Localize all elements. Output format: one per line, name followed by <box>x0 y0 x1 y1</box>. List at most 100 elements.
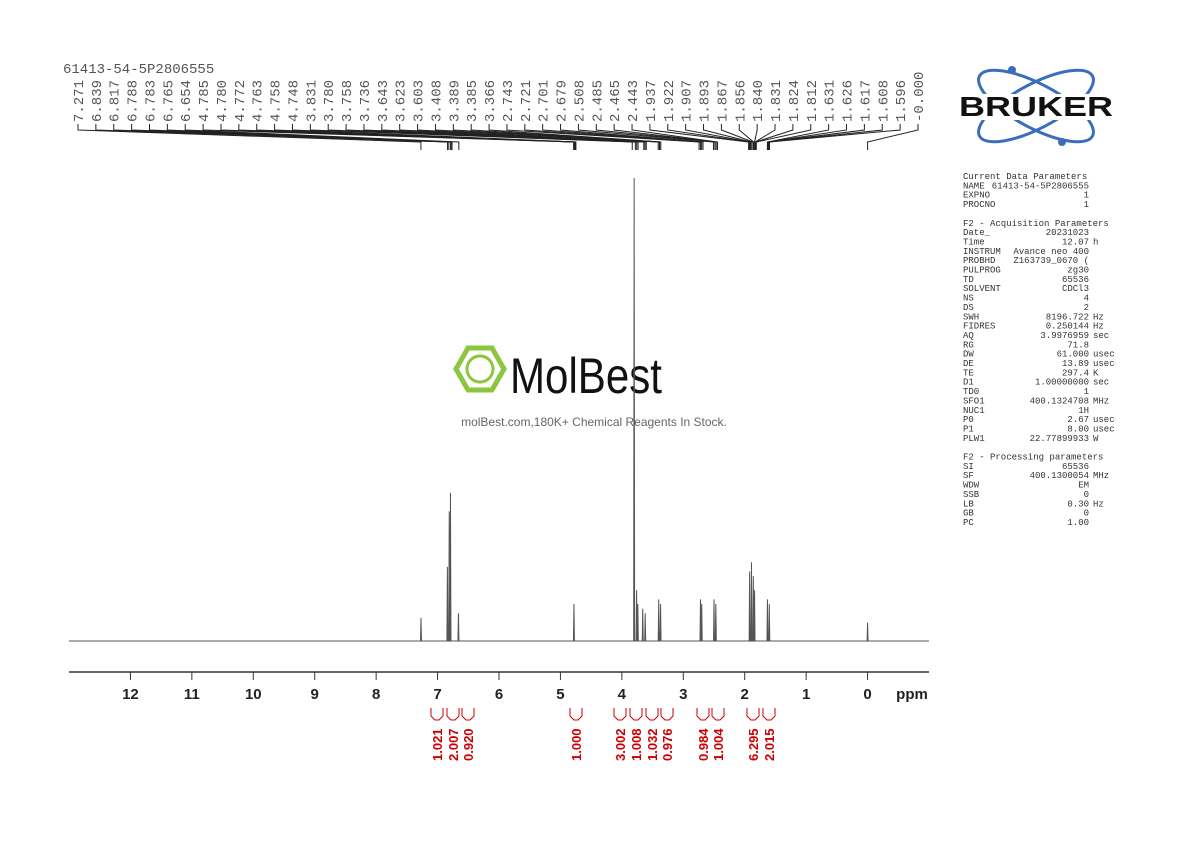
param-name: AQ <box>963 331 974 341</box>
peak-label: 4.748 <box>286 80 302 122</box>
peak-leader <box>470 124 661 150</box>
logo-band <box>958 94 1114 120</box>
peak-leader <box>631 124 719 150</box>
peak-leader <box>768 124 883 150</box>
param-name: SSB <box>963 490 980 500</box>
param-name: PULPROG <box>963 266 1001 276</box>
param-value: 8196.722 <box>1046 312 1089 322</box>
param-unit: MHz <box>1093 471 1109 481</box>
param-value: 0.250144 <box>1046 322 1089 332</box>
param-unit: MHz <box>1093 396 1109 406</box>
param-value: 297.4 <box>1062 368 1089 378</box>
param-value: 12.07 <box>1062 237 1089 247</box>
param-name: DW <box>963 350 974 360</box>
param-name: Date_ <box>963 228 991 238</box>
sample-id: 61413-54-5P2806555 <box>63 62 214 78</box>
peak-label: 6.765 <box>161 80 177 122</box>
peak-leader <box>649 124 750 150</box>
peak-leader <box>867 124 919 150</box>
param-unit: sec <box>1093 378 1109 388</box>
param-section-title: F2 - Processing parameters <box>963 453 1103 463</box>
param-name: WDW <box>963 481 980 491</box>
integral-value: 0.976 <box>660 728 675 761</box>
param-name: PC <box>963 518 974 528</box>
peak-leader <box>184 124 460 150</box>
peak-leader <box>542 124 703 150</box>
peak-label: 3.385 <box>465 80 481 122</box>
peak-label: 1.893 <box>698 80 714 122</box>
peak-label: 3.758 <box>340 80 356 122</box>
param-name: GB <box>963 509 974 519</box>
peak-label: 6.654 <box>179 80 195 122</box>
param-value: 20231023 <box>1046 228 1089 238</box>
param-name: LB <box>963 499 974 509</box>
param-value: 1 <box>1084 200 1089 210</box>
param-value: 4 <box>1084 294 1089 304</box>
integral-bracket <box>696 708 710 721</box>
param-unit: sec <box>1093 331 1109 341</box>
param-value: EM <box>1078 481 1089 491</box>
param-value: 8.00 <box>1067 424 1089 434</box>
param-value: 1H <box>1078 406 1089 416</box>
x-tick-label: 1 <box>802 686 810 703</box>
peak-leader <box>720 124 754 150</box>
param-name: NS <box>963 294 974 304</box>
peak-label: 3.643 <box>376 80 392 122</box>
peak-leader <box>755 124 812 150</box>
peak-leader <box>363 124 639 150</box>
integral-value: 3.002 <box>613 728 628 761</box>
peak-label: 3.736 <box>358 80 374 122</box>
peak-leader <box>577 124 715 150</box>
integral-bracket <box>645 708 659 721</box>
peak-label: 2.485 <box>590 80 606 122</box>
param-unit: usec <box>1093 359 1115 369</box>
param-name: SFO1 <box>963 396 985 406</box>
x-tick-label: 10 <box>245 686 262 703</box>
param-value: 61413-54-5P2806555 <box>992 181 1089 191</box>
peak-label: 3.603 <box>412 80 428 122</box>
param-name: EXPNO <box>963 191 990 201</box>
x-tick-label: 7 <box>433 686 441 703</box>
integral-bracket <box>446 708 460 721</box>
peak-label: 2.721 <box>519 80 535 122</box>
integral-bracket <box>762 708 776 721</box>
param-unit: Hz <box>1093 322 1104 332</box>
peak-label: 2.701 <box>537 80 553 122</box>
peak-label: 4.780 <box>215 80 231 122</box>
integral-value: 1.000 <box>569 728 584 761</box>
integral-value: 1.021 <box>430 728 445 761</box>
x-tick-label: 11 <box>184 686 200 703</box>
param-unit: usec <box>1093 424 1115 434</box>
integral-bracket <box>461 708 475 721</box>
peak-leader <box>506 124 700 150</box>
peak-leader <box>703 124 752 150</box>
param-value: Z163739_0670 ( <box>1013 256 1089 266</box>
integral-bracket <box>660 708 674 721</box>
integral-value: 6.295 <box>746 728 761 761</box>
integral-value: 0.920 <box>461 728 476 761</box>
peak-label: 7.271 <box>72 80 88 122</box>
peak-label: 1.937 <box>644 80 660 122</box>
peak-label: 1.831 <box>769 80 785 122</box>
peak-label: 1.596 <box>894 80 910 122</box>
param-value: 1.00000000 <box>1035 378 1089 388</box>
param-name: D1 <box>963 378 974 388</box>
peak-label: 6.817 <box>108 80 124 122</box>
peak-label: 4.763 <box>251 80 267 122</box>
peak-leader <box>667 124 751 150</box>
peak-label: 3.623 <box>394 80 410 122</box>
x-tick-label: 6 <box>495 686 503 703</box>
peak-leader <box>166 124 453 150</box>
peak-label: 6.839 <box>90 80 106 122</box>
param-value: 13.89 <box>1062 359 1089 369</box>
x-tick-label: 0 <box>863 686 871 703</box>
peak-leader <box>613 124 717 150</box>
param-name: PLW1 <box>963 434 985 444</box>
peak-label: 2.443 <box>626 80 642 122</box>
peak-label: 1.631 <box>823 80 839 122</box>
param-value: 1 <box>1084 387 1089 397</box>
peak-leader <box>754 124 758 150</box>
integral-bracket <box>613 708 627 721</box>
param-unit: h <box>1093 237 1098 247</box>
x-tick-label: 2 <box>741 686 749 703</box>
